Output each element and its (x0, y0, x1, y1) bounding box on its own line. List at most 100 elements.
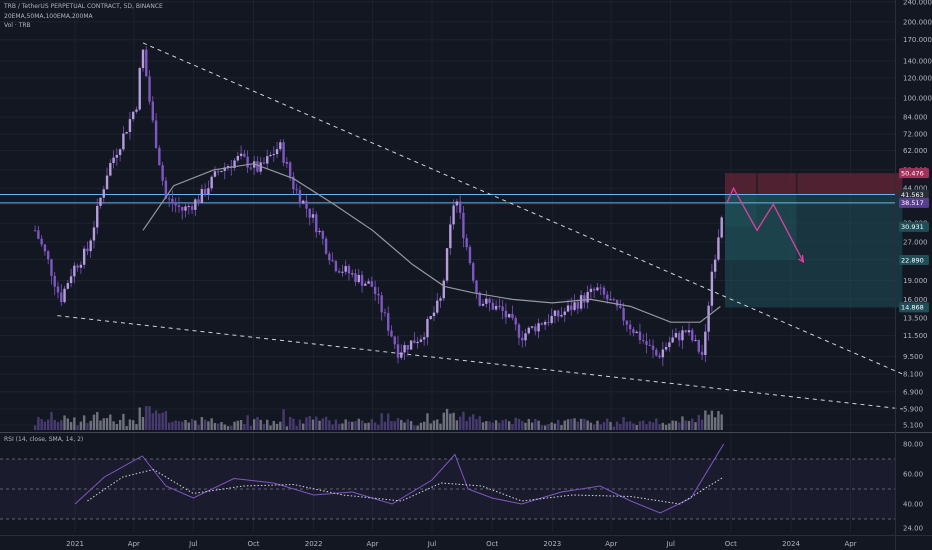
trendline-dashed (142, 42, 904, 375)
price-tick-label: 9.500 (903, 353, 923, 361)
volume-bar (563, 420, 566, 430)
volume-bar (527, 419, 530, 430)
volume-bar (393, 421, 396, 430)
volume-bar (236, 420, 240, 430)
volume-bar (592, 424, 596, 430)
volume-bar (357, 418, 360, 430)
candle-body (207, 188, 210, 195)
volume-bar (400, 419, 403, 430)
candle-body (583, 295, 586, 303)
volume-bar (210, 418, 213, 430)
candle-body (576, 302, 580, 309)
candle-body (73, 265, 76, 277)
volume-bar (292, 418, 295, 430)
trendlines[interactable] (57, 42, 904, 410)
candle-body (220, 170, 223, 172)
volume-bar (131, 420, 135, 430)
volume-bar (279, 421, 282, 430)
volume-bar (606, 418, 609, 430)
candle-body (357, 274, 360, 283)
candle-body (158, 147, 161, 166)
candle-body (360, 274, 364, 286)
candle-body (53, 275, 56, 287)
volume-legend[interactable]: Vol · TRB (4, 22, 31, 29)
candle-body (373, 286, 377, 294)
time-axis[interactable]: 2021 Apr Jul Oct 2022 Apr Jul Oct 2023 Apr Jul Oct 2… (0, 535, 932, 549)
candle-body (151, 101, 155, 121)
candle-body (635, 331, 638, 334)
candle-body (223, 167, 226, 171)
candle-body (292, 176, 295, 190)
candle-body (200, 189, 204, 204)
volume-bar (589, 422, 593, 430)
volume-bar (135, 424, 138, 430)
candle-body (449, 224, 452, 249)
volume-bar (367, 422, 370, 430)
candle-body (194, 199, 197, 210)
volume-bar (452, 412, 455, 430)
time-tick-label: Oct (247, 540, 259, 548)
volume-bar (96, 411, 99, 430)
trendline-dashed (57, 315, 903, 410)
volume-bar (331, 424, 334, 430)
candle-body (563, 311, 566, 315)
candle-body (226, 166, 230, 168)
candle-body (517, 324, 521, 338)
candle-body (256, 161, 259, 172)
volume-bar (671, 420, 674, 430)
volume-bar (553, 423, 557, 430)
candle-body (249, 167, 253, 169)
volume-bar (347, 421, 351, 430)
volume-bar (266, 419, 269, 430)
candle-body (488, 298, 491, 303)
candle-body (586, 291, 589, 303)
volume-bar (638, 421, 642, 430)
volume-bar (491, 422, 495, 430)
volume-bar (344, 419, 347, 430)
candle-body (524, 333, 527, 341)
candle-body (367, 281, 370, 284)
volume-bar (194, 420, 197, 430)
candle-body (79, 264, 83, 268)
candle-body (501, 306, 504, 311)
candle-body (102, 189, 105, 198)
candle-body (422, 337, 426, 340)
volume-bar (138, 407, 141, 430)
volume-bar (472, 414, 475, 430)
candle-body (628, 324, 632, 330)
candle-body (481, 303, 485, 306)
candle-body (664, 347, 668, 350)
volume-bar (439, 423, 442, 430)
price-lines[interactable] (0, 193, 895, 204)
candle-body (429, 316, 432, 319)
volume-bar (43, 421, 47, 430)
volume-bar (184, 420, 187, 430)
candle-body (439, 298, 442, 301)
candle-body (579, 295, 583, 309)
candle-body (553, 310, 557, 316)
candle-body (468, 247, 472, 264)
symbol-title[interactable]: TRB / TetherUS PERPETUAL CONTRACT, 5D, B… (4, 3, 163, 10)
volume-bar (429, 423, 432, 430)
candle-body (615, 299, 619, 307)
volume-bar (436, 419, 439, 430)
candle-body (138, 68, 141, 110)
volume-bar (259, 419, 262, 430)
candle-body (403, 344, 406, 353)
rsi-legend[interactable]: RSI (14, close, SMA, 14, 2) (4, 436, 84, 443)
price-tick-label: 5.100 (903, 422, 923, 430)
candle-body (76, 265, 79, 268)
volume-bar (164, 411, 168, 430)
candle-body (622, 308, 625, 321)
volume-bar (315, 416, 318, 430)
indicator-legend[interactable]: 20EMA,50MA,100EMA,200MA (4, 13, 93, 20)
volume-bar (494, 420, 498, 430)
candles (33, 46, 723, 367)
volume-bar (537, 420, 540, 430)
candle-body (396, 344, 400, 358)
volume-bar (53, 419, 56, 430)
projection-path[interactable] (726, 186, 805, 264)
volume-bar (298, 419, 302, 430)
candle-body (370, 281, 374, 287)
